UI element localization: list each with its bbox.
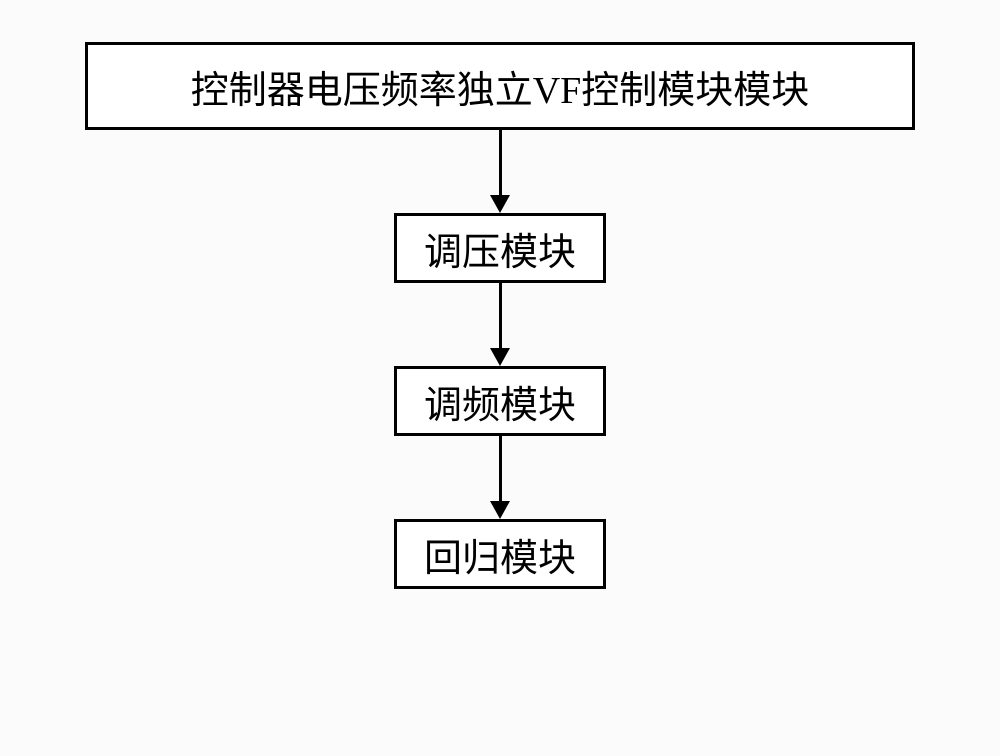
node-label: 回归模块 — [424, 527, 576, 582]
arrow-line — [499, 130, 502, 196]
flowchart-node-regression: 回归模块 — [394, 519, 606, 589]
flowchart-arrow — [490, 436, 510, 519]
flowchart-arrow — [490, 283, 510, 366]
arrow-head-icon — [490, 195, 510, 213]
flowchart-node-vf-control: 控制器电压频率独立VF控制模块模块 — [85, 42, 915, 130]
arrow-line — [499, 436, 502, 502]
flowchart-container: 控制器电压频率独立VF控制模块模块 调压模块 调频模块 回归模块 — [85, 42, 915, 589]
node-label: 控制器电压频率独立VF控制模块模块 — [191, 59, 810, 114]
arrow-head-icon — [490, 501, 510, 519]
arrow-line — [499, 283, 502, 349]
node-label: 调频模块 — [424, 374, 576, 429]
flowchart-node-frequency-modulation: 调频模块 — [394, 366, 606, 436]
arrow-head-icon — [490, 348, 510, 366]
flowchart-node-voltage-regulation: 调压模块 — [394, 213, 606, 283]
flowchart-arrow — [490, 130, 510, 213]
node-label: 调压模块 — [424, 221, 576, 276]
